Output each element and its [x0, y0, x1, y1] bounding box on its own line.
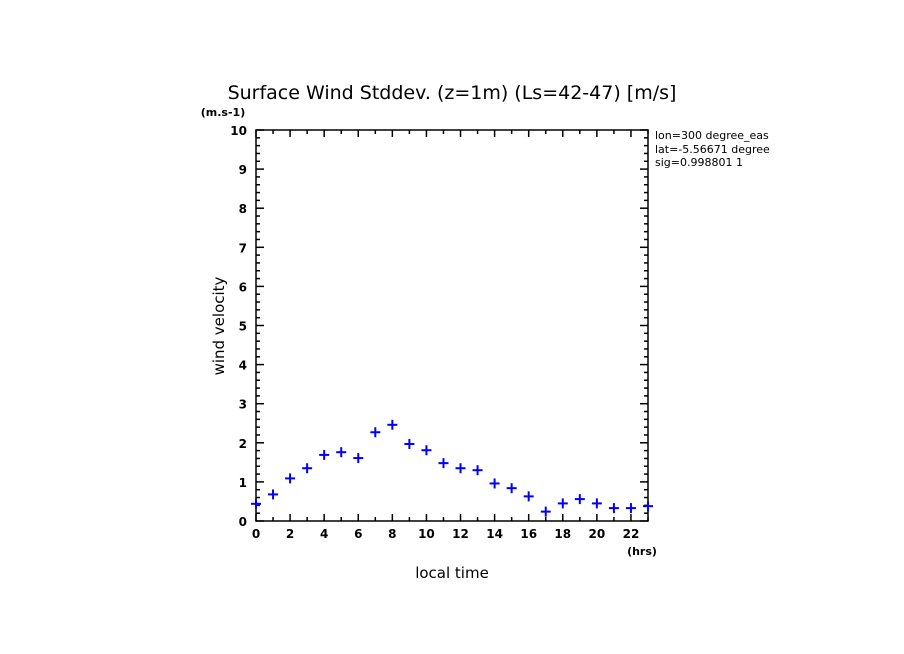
data-point: [489, 478, 500, 489]
y-unit: (m.s-1): [201, 106, 245, 119]
data-point: [319, 449, 330, 460]
plot-frame: [255, 129, 649, 522]
y-tick-label: 10: [230, 124, 247, 138]
data-point: [268, 489, 279, 500]
y-tick-label: 7: [239, 241, 247, 255]
data-point: [625, 503, 636, 514]
x-tick-label: 6: [354, 527, 362, 541]
data-point: [404, 438, 415, 449]
data-point: [557, 498, 568, 509]
data-point: [540, 506, 551, 517]
annotation-lon: lon=300 degree_eas: [655, 129, 769, 142]
x-axis-label: local time: [415, 564, 489, 582]
annotation-lat: lat=-5.56671 degree: [655, 143, 770, 156]
data-point: [370, 427, 381, 438]
y-axis-label: wind velocity: [210, 276, 228, 375]
x-tick-label: 12: [452, 527, 469, 541]
x-tick-label: 22: [623, 527, 640, 541]
x-tick-label: 0: [252, 527, 260, 541]
annotation-sig: sig=0.998801 1: [655, 156, 743, 169]
x-tick-label: 4: [320, 527, 328, 541]
y-tick-label: 9: [239, 163, 247, 177]
data-point: [302, 463, 313, 474]
chart-title: Surface Wind Stddev. (z=1m) (Ls=42-47) […: [228, 82, 677, 104]
data-point: [251, 498, 261, 509]
data-point: [643, 501, 653, 512]
data-point: [455, 463, 466, 474]
data-point: [353, 453, 364, 464]
y-tick-label: 6: [239, 280, 247, 294]
x-tick-label: 14: [486, 527, 503, 541]
x-tick-label: 20: [589, 527, 606, 541]
x-tick-label: 10: [418, 527, 435, 541]
y-tick-label: 5: [239, 320, 247, 334]
x-unit: (hrs): [627, 545, 657, 558]
data-point: [387, 419, 398, 430]
data-point: [438, 458, 449, 469]
y-tick-label: 0: [239, 515, 247, 529]
data-point: [421, 445, 432, 456]
x-tick-label: 18: [554, 527, 571, 541]
x-tick-label: 8: [388, 527, 396, 541]
y-tick-label: 1: [239, 476, 247, 490]
data-point: [472, 465, 483, 476]
data-point: [591, 498, 602, 509]
data-point: [336, 447, 347, 458]
data-point: [285, 473, 296, 484]
y-tick-label: 8: [239, 202, 247, 216]
x-tick-label: 16: [520, 527, 537, 541]
data-point: [608, 503, 619, 514]
y-tick-label: 4: [239, 359, 247, 373]
y-tick-label: 3: [239, 398, 247, 412]
data-point: [506, 483, 517, 494]
data-point: [523, 491, 534, 502]
x-tick-label: 2: [286, 527, 294, 541]
data-point: [574, 494, 585, 505]
y-tick-label: 2: [239, 437, 247, 451]
